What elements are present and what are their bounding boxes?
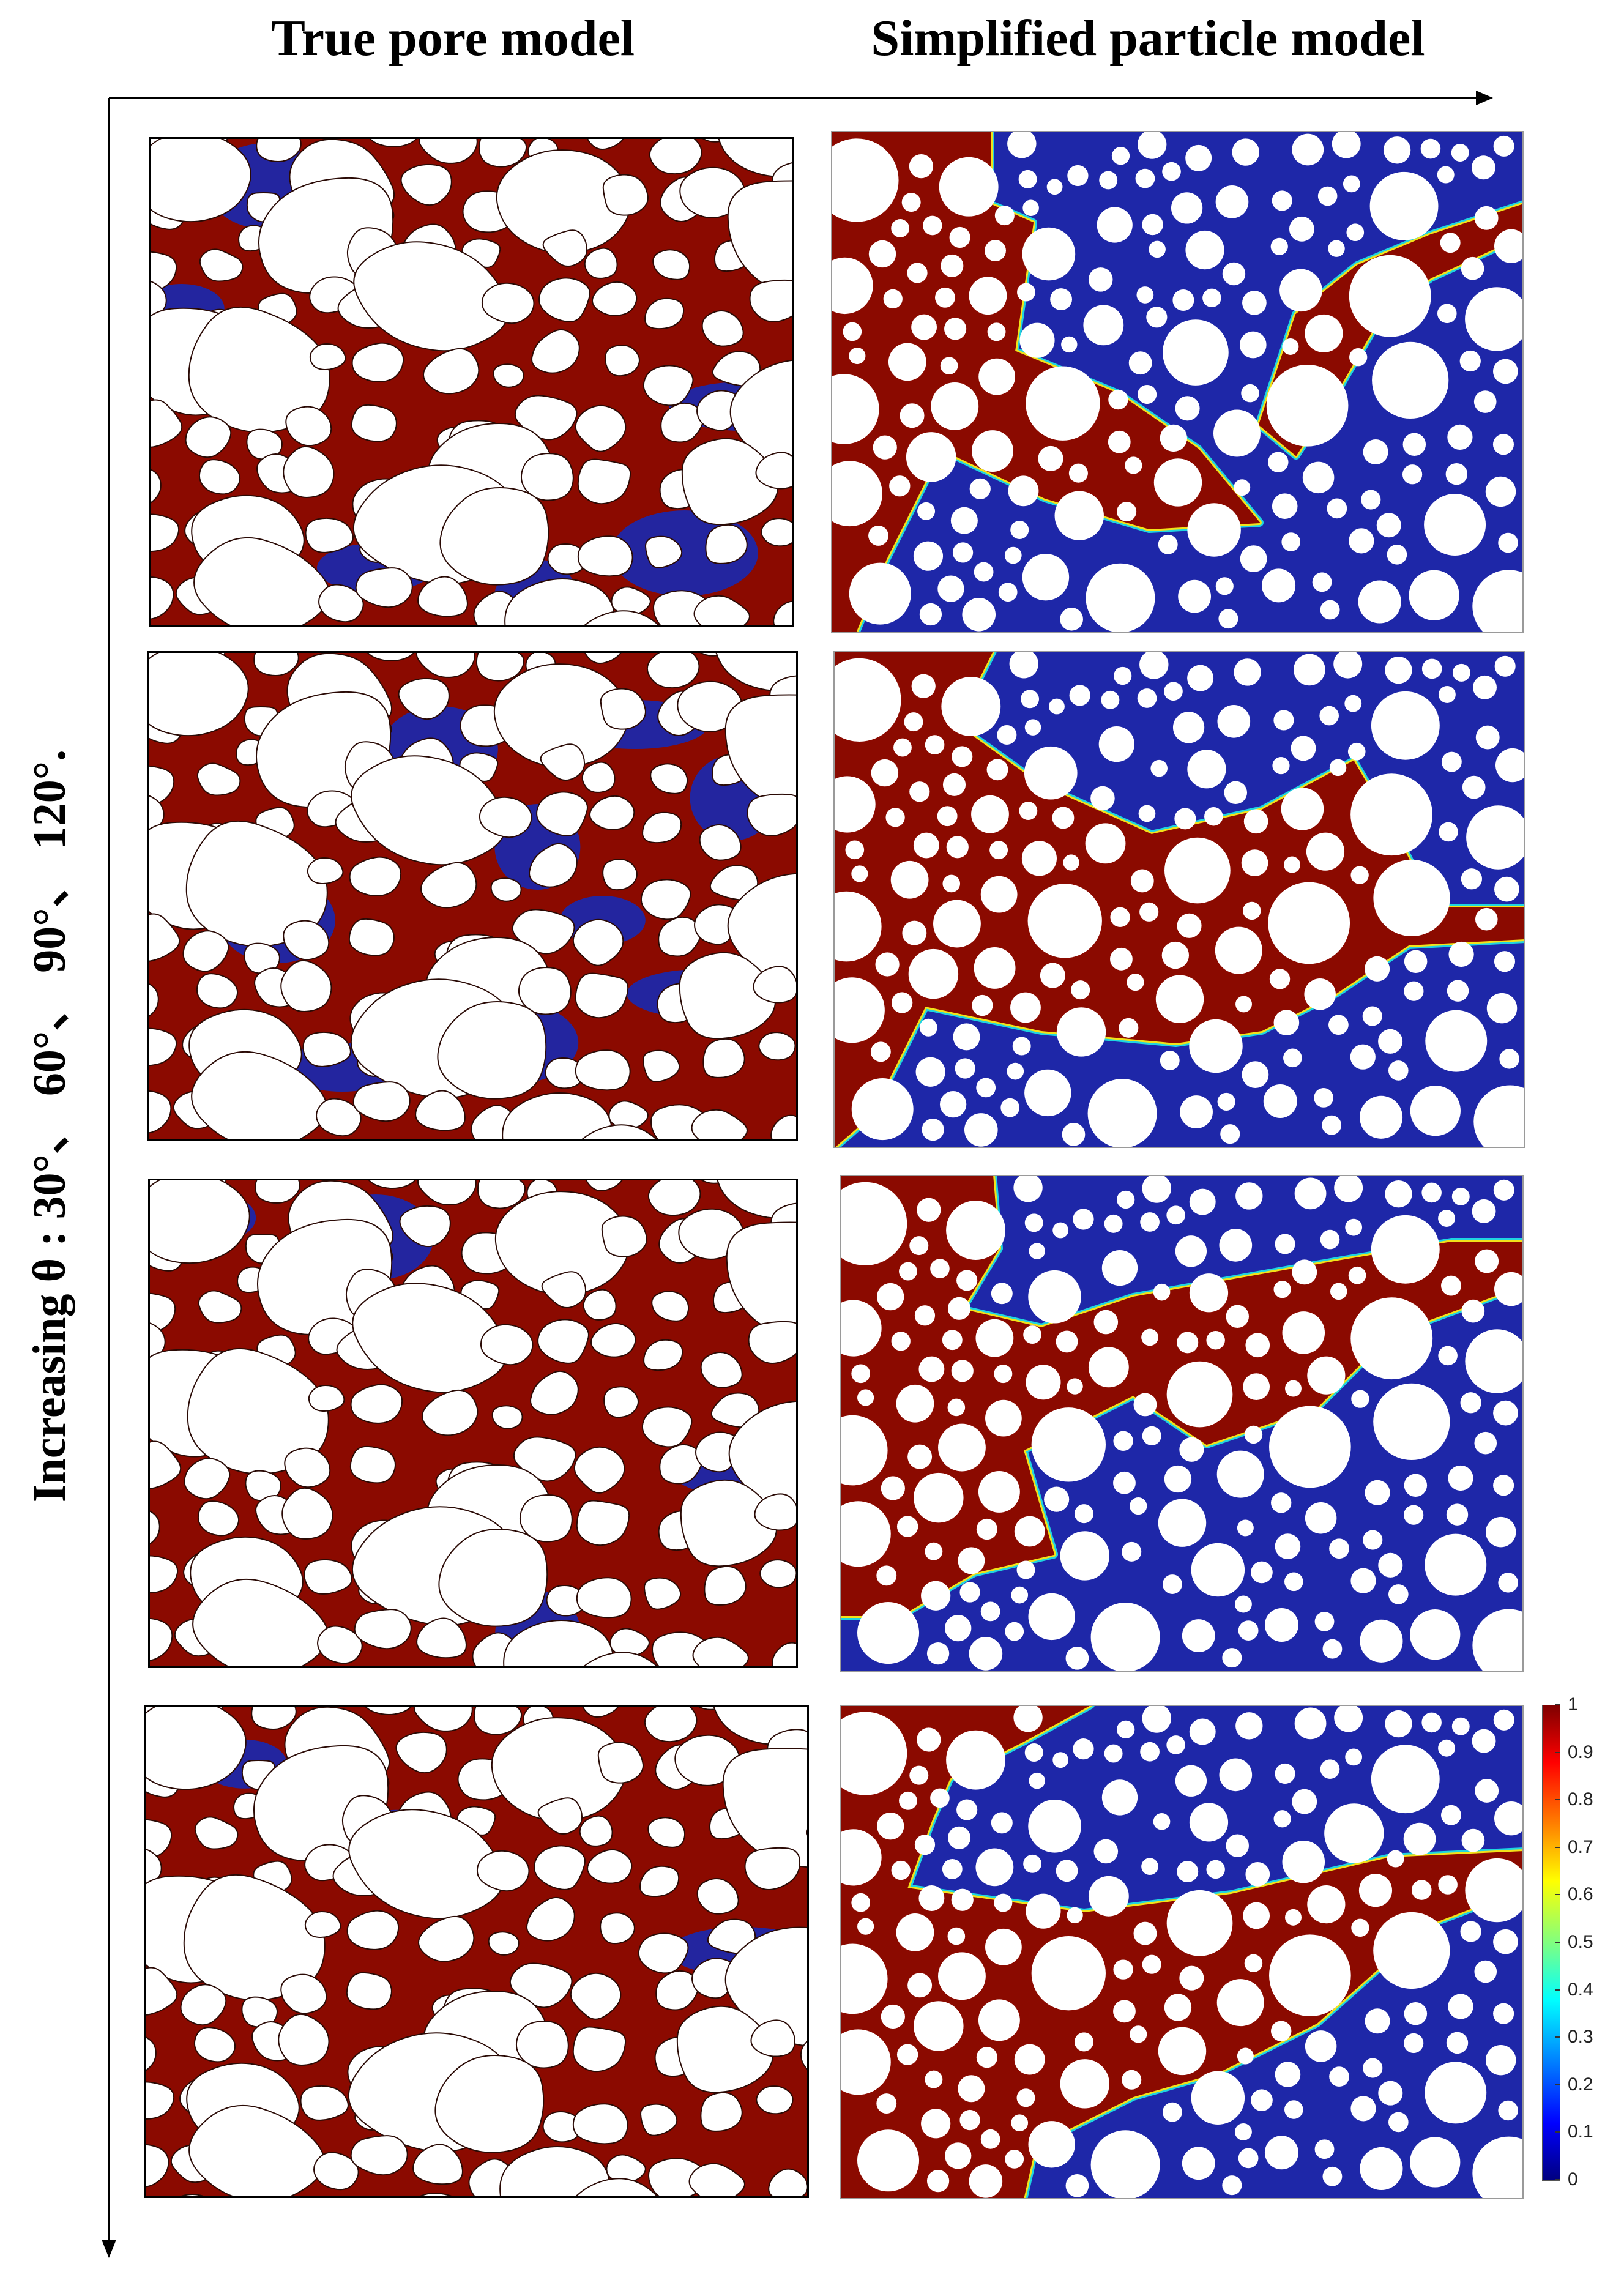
colorbar-tick-mark — [1555, 1846, 1560, 1848]
simplified-particle-model-panel-4 — [840, 1705, 1524, 2199]
colorbar-tick-mark — [1555, 1989, 1560, 1991]
column-title-simplified-particle-model: Simplified particle model — [871, 10, 1425, 67]
colorbar-tick-label: 0.4 — [1568, 1979, 1593, 2000]
horizontal-axis-arrowhead — [1476, 91, 1493, 105]
simplified-particle-model-panel-3 — [840, 1175, 1524, 1672]
vertical-axis-arrowhead — [102, 2240, 116, 2258]
colorbar: 1 0.9 0.8 0.7 0.6 0.5 0.4 0.3 0.2 0.1 0 — [1542, 1696, 1624, 2191]
colorbar-gradient — [1542, 1705, 1560, 2181]
colorbar-tick-mark — [1555, 2179, 1560, 2180]
true-pore-model-panel-1 — [149, 137, 794, 627]
column-title-true-pore-model: True pore model — [270, 10, 635, 67]
simplified-particle-model-panel-1 — [831, 131, 1524, 633]
colorbar-tick-mark — [1555, 1799, 1560, 1801]
true-pore-model-panel-4 — [144, 1705, 809, 2198]
colorbar-tick-mark — [1555, 2036, 1560, 2038]
colorbar-tick-label: 0.5 — [1568, 1932, 1593, 1952]
true-pore-model-panel-2 — [147, 651, 798, 1141]
colorbar-tick-label: 0.3 — [1568, 2027, 1593, 2047]
true-pore-model-panel-3 — [148, 1179, 798, 1668]
colorbar-tick-label: 0.9 — [1568, 1742, 1593, 1762]
colorbar-tick-mark — [1555, 1942, 1560, 1943]
colorbar-tick-mark — [1555, 2131, 1560, 2133]
colorbar-tick-label: 0.8 — [1568, 1789, 1593, 1810]
colorbar-tick-mark — [1555, 1751, 1560, 1753]
colorbar-tick-label: 0.2 — [1568, 2074, 1593, 2095]
colorbar-tick-label: 1 — [1568, 1694, 1578, 1715]
colorbar-tick-mark — [1555, 1704, 1560, 1705]
simplified-particle-model-panel-2 — [833, 651, 1525, 1148]
colorbar-tick-label: 0.6 — [1568, 1884, 1593, 1905]
colorbar-tick-mark — [1555, 2084, 1560, 2085]
contact-angle-axis-label: Increasing θ : 30°、 60°、 90°、 120°. — [24, 749, 75, 1503]
colorbar-tick-label: 0.1 — [1568, 2122, 1593, 2142]
colorbar-tick-label: 0.7 — [1568, 1836, 1593, 1857]
colorbar-tick-mark — [1555, 1894, 1560, 1896]
colorbar-tick-label: 0 — [1568, 2169, 1578, 2189]
